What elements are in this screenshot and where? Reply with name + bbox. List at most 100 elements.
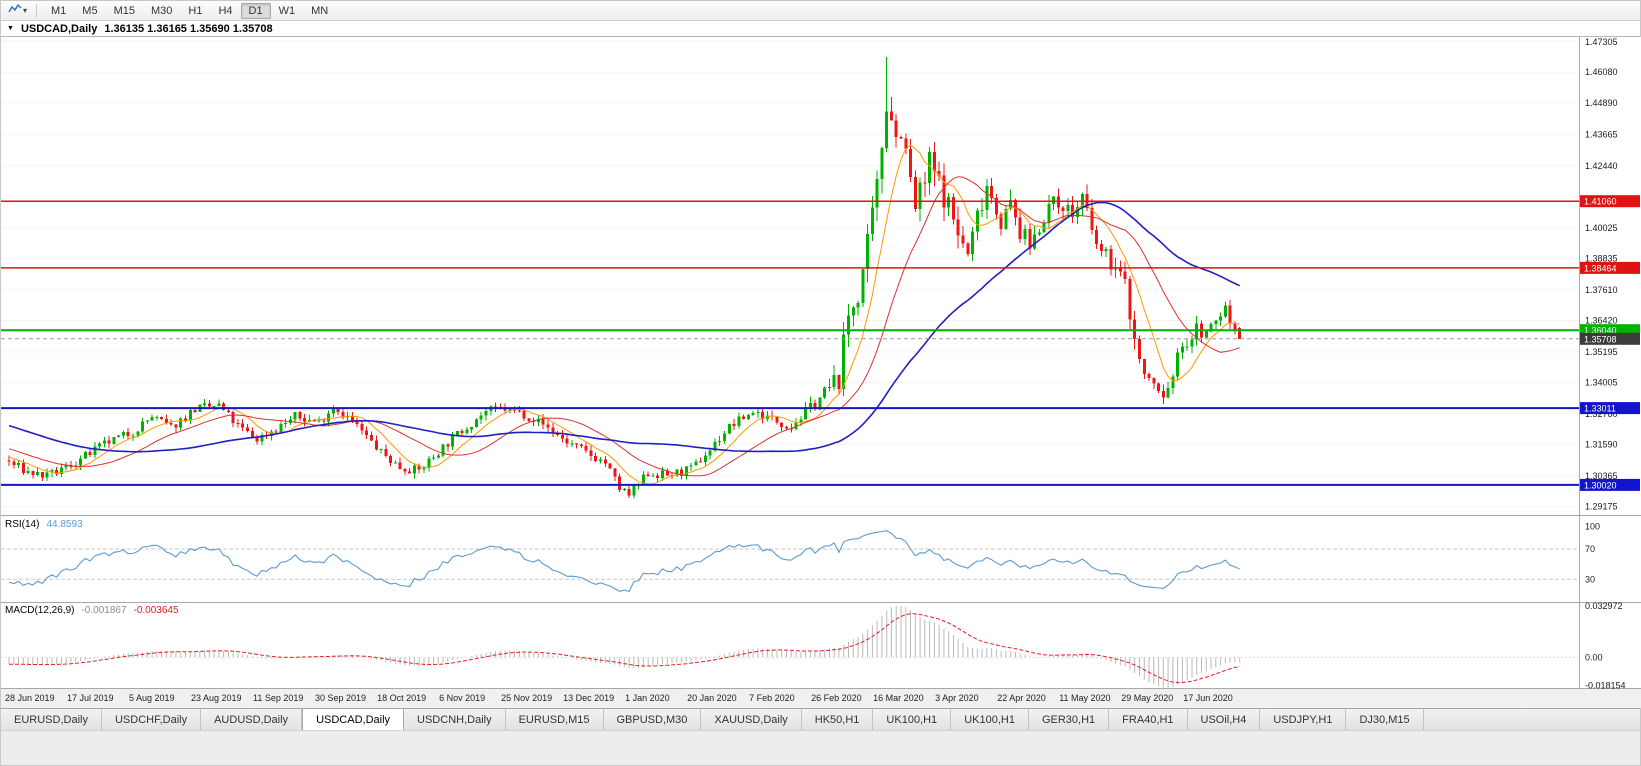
svg-text:1.42440: 1.42440 [1585, 161, 1618, 171]
svg-text:11 Sep 2019: 11 Sep 2019 [253, 693, 303, 703]
chart-tab-uk100-h1[interactable]: UK100,H1 [873, 709, 952, 730]
timeframe-buttons: M1 M5 M15 M30 H1 H4 D1 W1 MN [43, 2, 336, 19]
svg-text:0.032972: 0.032972 [1585, 601, 1623, 611]
price-chart-svg: 1.47305 1.46080 1.44890 1.43665 1.42440 1.400… [1, 37, 1641, 708]
svg-text:1.36040: 1.36040 [1584, 326, 1617, 336]
svg-text:1.29175: 1.29175 [1585, 502, 1618, 512]
collapse-triangle-icon[interactable]: ▼ [7, 25, 14, 32]
svg-text:17 Jun 2020: 17 Jun 2020 [1183, 693, 1233, 703]
timeframe-button-d1[interactable]: D1 [240, 2, 271, 19]
svg-text:30 Sep 2019: 30 Sep 2019 [315, 693, 366, 703]
timeframe-button-m30[interactable]: M30 [150, 4, 173, 17]
svg-text:23 Aug 2019: 23 Aug 2019 [191, 693, 242, 703]
svg-text:25 Nov 2019: 25 Nov 2019 [501, 693, 552, 703]
svg-text:1.33011: 1.33011 [1584, 404, 1616, 414]
status-bar [1, 730, 1640, 765]
pane-separators[interactable] [1, 37, 1641, 689]
resistance-price-badge [1580, 261, 1640, 274]
rsi-line [8, 530, 1240, 593]
chart-tab-hk50-h1[interactable]: HK50,H1 [802, 709, 874, 730]
support-price-badge [1580, 478, 1640, 491]
chart-ohlc-quote: 1.36135 1.36165 1.35690 1.35708 [104, 22, 273, 35]
ma-fast-line [8, 144, 1240, 485]
chart-tab-audusd-daily[interactable]: AUDUSD,Daily [201, 709, 303, 730]
chart-tab-dj30-m15[interactable]: DJ30,M15 [1346, 709, 1424, 730]
svg-text:1.43665: 1.43665 [1585, 129, 1618, 139]
horizontal-level-lines [1, 200, 1579, 486]
svg-text:1.30365: 1.30365 [1585, 471, 1618, 481]
timeframe-button-m5[interactable]: M5 [82, 4, 98, 17]
svg-text:17 Jul 2019: 17 Jul 2019 [67, 693, 114, 703]
chart-title-bar: ▼ USDCAD,Daily 1.36135 1.36165 1.35690 1… [1, 21, 1640, 37]
svg-text:3 Apr 2020: 3 Apr 2020 [935, 693, 979, 703]
chart-body: 1.47305 1.46080 1.44890 1.43665 1.42440 1.400… [1, 37, 1641, 708]
svg-text:30: 30 [1585, 574, 1595, 584]
chart-tab-eurusd-m15[interactable]: EURUSD,M15 [506, 709, 604, 730]
timeframe-button-w1[interactable]: W1 [278, 4, 296, 17]
svg-text:1.47305: 1.47305 [1585, 37, 1618, 47]
svg-text:1.30020: 1.30020 [1584, 480, 1617, 490]
svg-text:1.44890: 1.44890 [1585, 98, 1618, 108]
toolbar: ▾ M1 M5 M15 M30 H1 H4 D1 W1 MN [1, 1, 1640, 21]
chart-tab-usdcnh-daily[interactable]: USDCNH,Daily [404, 709, 506, 730]
svg-text:5 Aug 2019: 5 Aug 2019 [129, 693, 175, 703]
timeframe-button-mn[interactable]: MN [311, 4, 329, 17]
svg-text:22 Apr 2020: 22 Apr 2020 [997, 693, 1046, 703]
time-axis-labels[interactable]: 28 Jun 2019 17 Jul 2019 5 Aug 2019 23 Aug 2… [5, 693, 1233, 703]
svg-text:1.37610: 1.37610 [1585, 285, 1618, 295]
svg-text:1.38464: 1.38464 [1584, 263, 1617, 273]
svg-text:13 Dec 2019: 13 Dec 2019 [563, 693, 614, 703]
svg-text:1.31590: 1.31590 [1585, 440, 1618, 450]
svg-text:-0.018154: -0.018154 [1585, 681, 1626, 691]
line-chart-icon[interactable] [8, 2, 22, 20]
svg-text:6 Nov 2019: 6 Nov 2019 [439, 693, 485, 703]
svg-text:100: 100 [1585, 521, 1600, 531]
svg-text:1 Jan 2020: 1 Jan 2020 [625, 693, 670, 703]
svg-text:1.41060: 1.41060 [1584, 197, 1617, 207]
svg-text:1.36420: 1.36420 [1585, 316, 1618, 326]
candles-layer [7, 56, 1242, 499]
chart-tab-usdjpy-h1[interactable]: USDJPY,H1 [1260, 709, 1347, 730]
chart-tab-gbpusd-m30[interactable]: GBPUSD,M30 [604, 709, 702, 730]
dropdown-caret-icon[interactable]: ▾ [23, 5, 28, 15]
svg-text:1.35195: 1.35195 [1585, 347, 1618, 357]
chart-tab-fra40-h1[interactable]: FRA40,H1 [1109, 709, 1188, 730]
chart-symbol-title: USDCAD,Daily [20, 22, 98, 35]
timeframe-button-h1[interactable]: H1 [188, 4, 203, 17]
chart-type-dropdown[interactable]: ▾ [5, 2, 30, 20]
timeframe-button-m1[interactable]: M1 [51, 4, 67, 17]
macd-signal-line [9, 613, 1240, 684]
svg-text:1.40025: 1.40025 [1585, 223, 1618, 233]
toolbar-separator [36, 4, 38, 17]
price-axis-bg[interactable] [1579, 37, 1641, 688]
timeframe-button-h4[interactable]: H4 [218, 4, 233, 17]
chart-tab-uk100-h1[interactable]: UK100,H1 [951, 709, 1029, 730]
ma-slow-line [8, 201, 1241, 453]
svg-text:20 Jan 2020: 20 Jan 2020 [687, 693, 737, 703]
timeframe-button-m15[interactable]: M15 [113, 4, 135, 17]
svg-text:28 Jun 2019: 28 Jun 2019 [5, 693, 55, 703]
svg-text:18 Oct 2019: 18 Oct 2019 [377, 693, 426, 703]
chart-tab-eurusd-daily[interactable]: EURUSD,Daily [1, 709, 102, 730]
svg-text:1.38835: 1.38835 [1585, 253, 1618, 263]
bid-price-badge [1580, 332, 1640, 345]
price-gridlines [1, 40, 1579, 508]
chart-tab-usdchf-daily[interactable]: USDCHF,Daily [102, 709, 202, 730]
time-axis-strip[interactable] [1, 688, 1641, 708]
svg-text:11 May 2020: 11 May 2020 [1059, 693, 1110, 703]
svg-text:26 Feb 2020: 26 Feb 2020 [811, 693, 862, 703]
svg-text:16 Mar 2020: 16 Mar 2020 [873, 693, 924, 703]
macd-histogram [8, 606, 1241, 688]
chart-tab-ger30-h1[interactable]: GER30,H1 [1029, 709, 1110, 730]
svg-text:1.34005: 1.34005 [1585, 378, 1618, 388]
chart-tab-usoil-h4[interactable]: USOil,H4 [1188, 709, 1261, 730]
svg-text:1.46080: 1.46080 [1585, 67, 1618, 77]
chart-tabs-bar: EURUSD,Daily USDCHF,Daily AUDUSD,Daily USDC… [1, 708, 1640, 730]
svg-text:29 May 2020: 29 May 2020 [1121, 693, 1173, 703]
support-price-badge [1580, 402, 1640, 415]
chart-tab-xauusd-daily[interactable]: XAUUSD,Daily [701, 709, 802, 730]
chart-tab-usdcad-daily[interactable]: USDCAD,Daily [302, 709, 405, 730]
resistance-price-badge [1580, 195, 1640, 208]
